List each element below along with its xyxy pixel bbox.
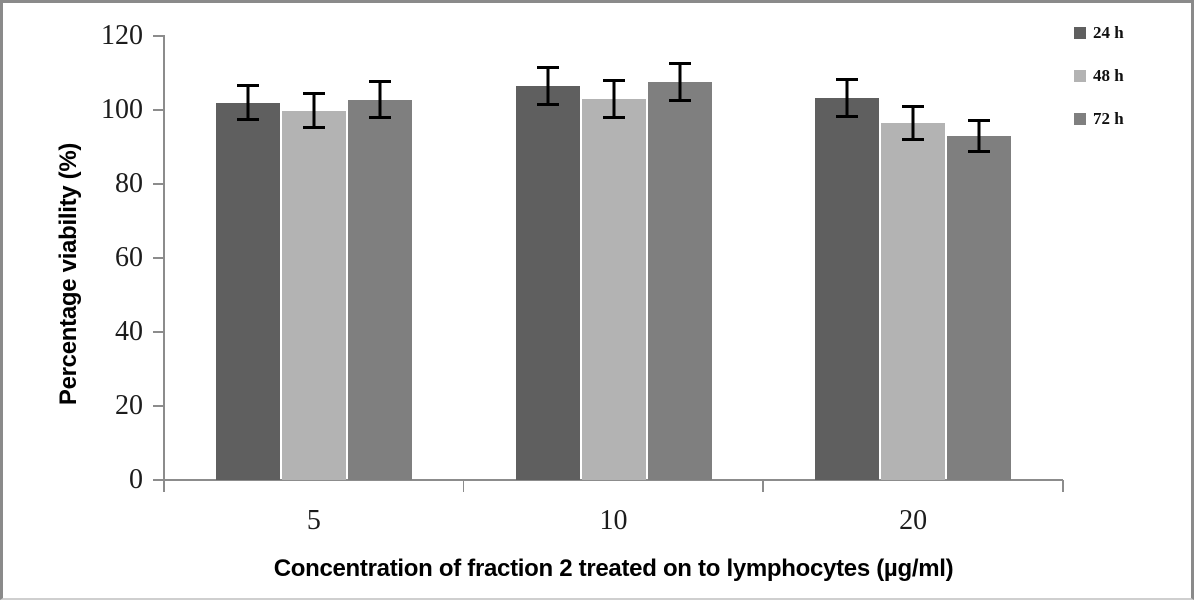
error-bar — [902, 104, 925, 142]
error-bar-cap — [536, 102, 559, 106]
y-tick-label: 20 — [115, 390, 143, 421]
y-tick-label: 60 — [115, 242, 143, 273]
error-bar-cap — [668, 61, 691, 65]
category-boundary-tick — [1062, 480, 1064, 492]
error-bar-cap — [836, 78, 859, 82]
bar-48h-20 — [881, 122, 946, 480]
x-tick-label: 20 — [899, 505, 928, 536]
x-axis-title: Concentration of fraction 2 treated on t… — [273, 555, 954, 582]
bar-48h-5 — [281, 110, 346, 480]
y-axis-line — [163, 36, 165, 492]
category-boundary-tick — [462, 480, 465, 492]
bar-72h-20 — [947, 135, 1012, 480]
y-tick-label: 120 — [101, 20, 143, 51]
error-bar-line — [246, 84, 250, 122]
error-bar — [968, 119, 991, 153]
error-bar — [668, 61, 691, 102]
error-bar-line — [977, 119, 981, 153]
legend-label: 48 h — [1093, 66, 1124, 85]
y-axis-title: Percentage viability (%) — [55, 142, 82, 406]
y-tick-mark — [153, 405, 165, 407]
error-bar-cap — [368, 115, 391, 119]
error-bar-line — [845, 78, 849, 119]
error-bar — [836, 78, 859, 119]
bar-48h-10 — [581, 98, 646, 480]
legend-label: 72 h — [1093, 109, 1124, 128]
error-bar-cap — [968, 119, 991, 123]
y-tick-label: 80 — [115, 168, 143, 199]
y-tick-mark — [153, 331, 165, 333]
x-tick-label: 10 — [599, 505, 628, 536]
error-bar-cap — [602, 79, 625, 83]
error-bar-line — [911, 104, 915, 142]
error-bar-line — [378, 80, 382, 119]
error-bar-cap — [536, 65, 559, 69]
error-bar-cap — [368, 80, 391, 84]
error-bar-cap — [236, 84, 259, 88]
error-bar — [368, 80, 391, 119]
legend-label: 24 h — [1093, 23, 1124, 42]
error-bar-cap — [602, 115, 625, 119]
y-tick-label: 100 — [101, 94, 143, 125]
error-bar-line — [678, 61, 681, 102]
bar-72h-5 — [347, 99, 412, 480]
bar-24h-20 — [815, 98, 880, 480]
error-bar — [602, 79, 625, 119]
bar-72h-10 — [647, 81, 712, 480]
error-bar-cap — [236, 118, 259, 122]
y-tick-label: 0 — [129, 464, 143, 495]
error-bar — [236, 84, 259, 122]
bar-24h-5 — [215, 102, 280, 480]
error-bar-cap — [836, 115, 859, 119]
legend-swatch — [1074, 70, 1086, 82]
legend-swatch — [1074, 113, 1086, 125]
y-tick-mark — [153, 183, 165, 185]
error-bar-cap — [302, 92, 325, 96]
bar-24h-10 — [515, 85, 580, 480]
category-boundary-tick — [762, 480, 764, 492]
y-tick-mark — [153, 109, 165, 111]
error-bar-cap — [968, 149, 991, 153]
error-bar-cap — [902, 104, 925, 108]
error-bar — [302, 92, 325, 130]
y-tick-label: 40 — [115, 316, 143, 347]
error-bar-line — [612, 79, 615, 119]
error-bar-cap — [302, 126, 325, 130]
y-tick-mark — [153, 35, 165, 37]
y-tick-mark — [153, 257, 165, 259]
x-tick-label: 5 — [306, 505, 321, 536]
error-bar-cap — [668, 98, 691, 102]
error-bar — [536, 65, 559, 106]
error-bar-line — [312, 92, 316, 130]
error-bar-line — [546, 65, 549, 106]
error-bar-cap — [902, 138, 925, 142]
legend-swatch — [1074, 27, 1086, 39]
